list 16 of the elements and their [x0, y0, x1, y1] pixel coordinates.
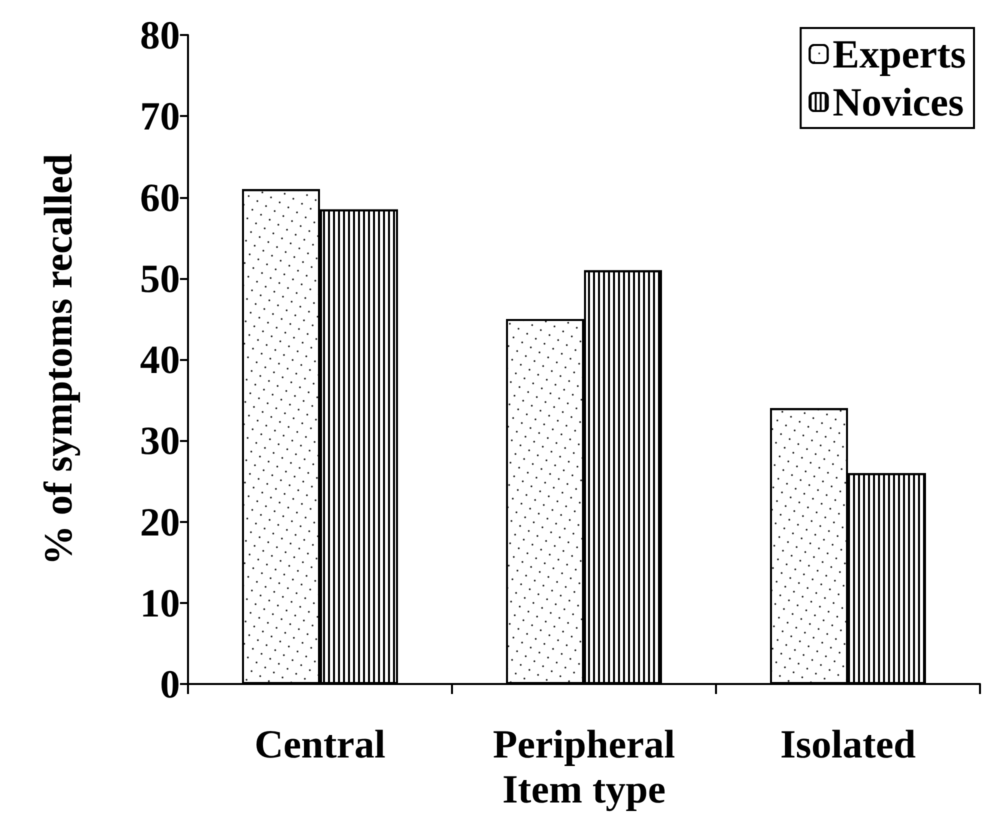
- y-tick-label: 0: [160, 662, 180, 706]
- y-tick-label: 80: [140, 12, 180, 58]
- y-tick-label: 60: [140, 174, 180, 220]
- x-tick-label: Isolated: [780, 722, 916, 766]
- legend-label: Novices: [832, 80, 964, 124]
- y-tick-label: 20: [140, 499, 180, 544]
- x-tick-label: Central: [254, 722, 386, 766]
- y-tick-label: 30: [140, 418, 180, 464]
- y-tick-label: 40: [140, 337, 180, 382]
- x-axis-title: Item type: [502, 766, 666, 812]
- y-tick-label: 50: [140, 256, 180, 301]
- x-tick-label: Peripheral: [492, 722, 676, 766]
- y-axis-title: % of symptoms recalled: [36, 154, 80, 566]
- y-tick-label: 70: [140, 94, 180, 139]
- legend-label: Experts: [832, 32, 966, 76]
- y-tick-label: 10: [140, 580, 180, 626]
